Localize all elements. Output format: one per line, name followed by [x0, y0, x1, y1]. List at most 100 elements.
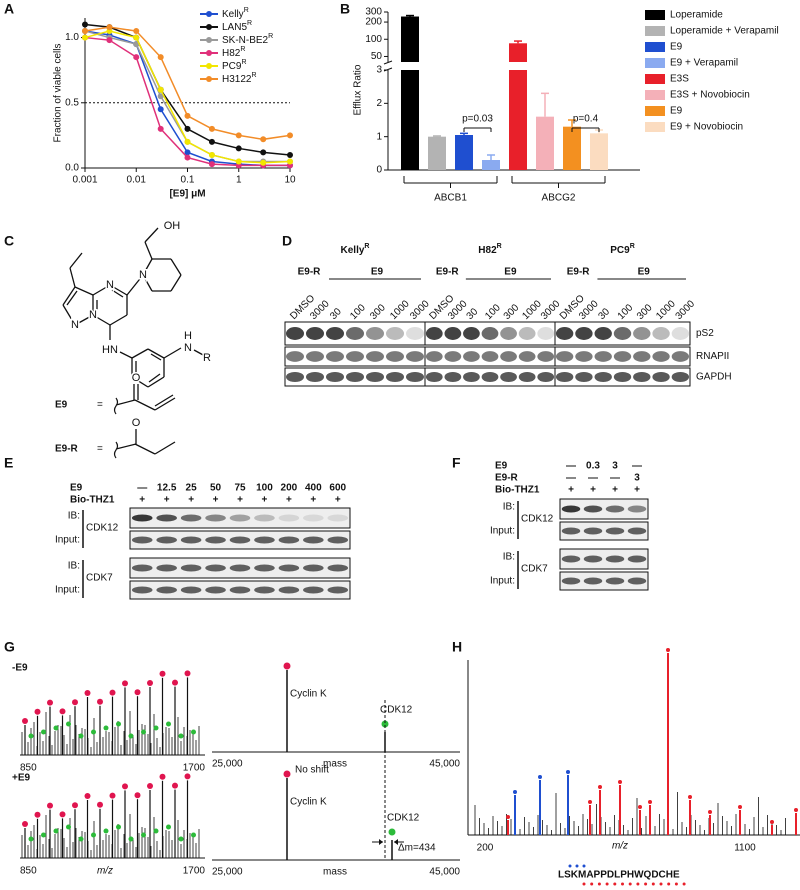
atom-label: R	[203, 352, 211, 364]
band	[131, 586, 153, 594]
charge-state-marker	[53, 828, 59, 834]
charge-state-marker	[28, 733, 34, 739]
x-axis-label: [E9] μM	[169, 189, 205, 200]
panel-label: C	[4, 233, 14, 249]
bar	[455, 135, 473, 170]
ion-dot	[590, 882, 594, 886]
band	[444, 327, 462, 340]
charge-state-marker	[66, 824, 71, 830]
dose-label: 50	[210, 483, 222, 494]
probe-mark: +	[335, 495, 341, 506]
data-point	[133, 54, 140, 61]
probe-mark: +	[310, 495, 316, 506]
superscript: R	[364, 243, 369, 250]
protein-label: CDK7	[86, 573, 113, 584]
charge-state-marker	[153, 725, 159, 731]
band	[205, 564, 226, 572]
band	[327, 564, 349, 572]
y-tick-label: 3	[376, 65, 382, 76]
lane-label: 3000	[539, 298, 563, 322]
attachment-point	[113, 397, 136, 415]
band	[306, 327, 324, 340]
panel-label: B	[340, 1, 350, 17]
band	[346, 327, 364, 340]
band	[306, 371, 324, 383]
band	[500, 351, 517, 362]
input-label: Input:	[490, 576, 515, 587]
label-text: Kelly	[341, 245, 365, 256]
bond	[74, 314, 94, 326]
protein-label: GAPDH	[696, 372, 732, 383]
charge-state-marker	[97, 801, 103, 808]
superscript: R	[497, 243, 502, 250]
lane-label: —	[566, 473, 576, 484]
protein-label: CDK12	[521, 514, 554, 525]
ion-marker	[770, 820, 774, 824]
band	[555, 351, 574, 362]
bond	[170, 274, 182, 292]
atom-label: H	[184, 330, 192, 342]
ion-dot	[621, 882, 624, 886]
band	[594, 351, 612, 362]
dose-label: 400	[305, 483, 322, 494]
band	[463, 351, 480, 362]
peak-label: CDK12	[387, 813, 420, 824]
data-point	[208, 125, 215, 132]
data-point	[184, 112, 191, 119]
charge-state-marker	[66, 721, 71, 727]
data-point	[157, 125, 164, 132]
label: KellyR	[341, 243, 370, 256]
band	[326, 371, 344, 383]
charge-state-marker	[91, 832, 96, 838]
band	[386, 351, 404, 362]
data-point	[82, 34, 88, 41]
band	[286, 351, 304, 362]
band	[303, 536, 324, 544]
panel-label: F	[452, 455, 461, 471]
probe-mark: +	[213, 495, 219, 506]
bar	[509, 70, 527, 170]
row-label: E9-R	[495, 473, 519, 484]
lane-label: 3000	[408, 298, 432, 322]
charge-state-marker	[109, 792, 116, 799]
band	[633, 327, 651, 340]
protein-label: RNAPII	[696, 351, 729, 362]
bond	[142, 258, 153, 276]
band	[425, 371, 443, 383]
charge-state-marker	[78, 836, 84, 842]
y-tick-label: 0.0	[65, 163, 79, 174]
data-point	[157, 93, 164, 100]
band	[594, 327, 612, 340]
legend-marker	[206, 76, 212, 82]
band	[518, 371, 536, 383]
charge-state-marker	[128, 836, 134, 842]
blot-frame	[129, 507, 351, 529]
band	[131, 564, 153, 572]
group-label: E9	[504, 267, 517, 278]
band	[229, 564, 251, 572]
ib-label: IB:	[68, 511, 80, 522]
charge-state-marker	[141, 832, 146, 838]
bond	[69, 252, 83, 269]
bar	[590, 133, 608, 170]
ion-dot	[682, 882, 686, 886]
bond	[170, 258, 182, 276]
bond	[92, 284, 111, 296]
row-label: Bio-THZ1	[495, 485, 540, 496]
bond	[147, 348, 165, 359]
bond	[62, 304, 76, 326]
charge-state-marker	[84, 690, 91, 696]
lane-label: 100	[616, 302, 636, 322]
blot-frame	[554, 321, 691, 346]
series-line	[84, 36, 290, 167]
peak-label: CDK12	[380, 705, 413, 716]
band	[561, 555, 581, 563]
band	[605, 555, 625, 563]
x-tick-label: 10	[284, 175, 296, 186]
band	[594, 371, 612, 383]
blot-frame	[554, 346, 691, 367]
charge-state-marker	[191, 729, 196, 735]
band	[481, 371, 499, 383]
band	[278, 564, 300, 572]
band	[366, 351, 384, 362]
